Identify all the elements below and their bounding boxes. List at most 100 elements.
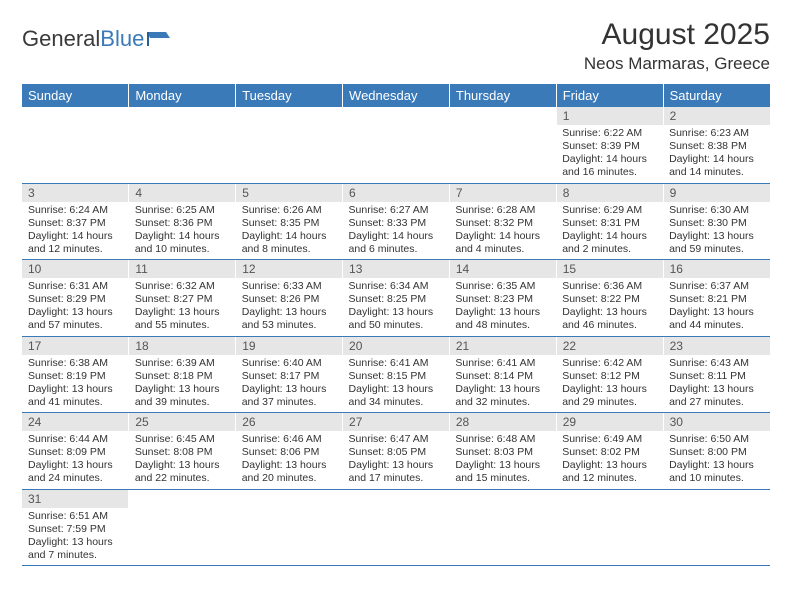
- day-number: 10: [22, 260, 129, 279]
- detail-line: Sunset: 8:02 PM: [562, 446, 657, 459]
- day-number: 14: [449, 260, 556, 279]
- detail-row: Sunrise: 6:22 AMSunset: 8:39 PMDaylight:…: [22, 125, 770, 183]
- detail-line: Sunrise: 6:31 AM: [28, 280, 123, 293]
- day-detail: Sunrise: 6:28 AMSunset: 8:32 PMDaylight:…: [449, 202, 556, 260]
- detail-line: Daylight: 13 hours: [562, 306, 657, 319]
- detail-row: Sunrise: 6:24 AMSunset: 8:37 PMDaylight:…: [22, 202, 770, 260]
- detail-line: Sunset: 8:14 PM: [455, 370, 550, 383]
- detail-line: Sunrise: 6:30 AM: [669, 204, 764, 217]
- day-number: 6: [343, 183, 450, 202]
- day-number: 27: [343, 413, 450, 432]
- detail-line: Daylight: 13 hours: [28, 383, 123, 396]
- day-detail: Sunrise: 6:38 AMSunset: 8:19 PMDaylight:…: [22, 355, 129, 413]
- logo-text-2: Blue: [100, 26, 144, 52]
- detail-line: Sunset: 8:05 PM: [349, 446, 444, 459]
- day-detail: Sunrise: 6:29 AMSunset: 8:31 PMDaylight:…: [556, 202, 663, 260]
- day-detail: Sunrise: 6:47 AMSunset: 8:05 PMDaylight:…: [343, 431, 450, 489]
- detail-line: Daylight: 14 hours: [562, 153, 657, 166]
- detail-line: Sunset: 8:25 PM: [349, 293, 444, 306]
- detail-line: and 37 minutes.: [242, 396, 337, 409]
- detail-line: Sunrise: 6:26 AM: [242, 204, 337, 217]
- day-header: Sunday: [22, 84, 129, 107]
- detail-line: Sunset: 8:30 PM: [669, 217, 764, 230]
- day-detail: [22, 125, 129, 183]
- day-detail: Sunrise: 6:41 AMSunset: 8:15 PMDaylight:…: [343, 355, 450, 413]
- day-detail: Sunrise: 6:22 AMSunset: 8:39 PMDaylight:…: [556, 125, 663, 183]
- detail-line: and 41 minutes.: [28, 396, 123, 409]
- detail-line: Sunrise: 6:43 AM: [669, 357, 764, 370]
- detail-line: Sunset: 8:12 PM: [562, 370, 657, 383]
- detail-line: Sunrise: 6:29 AM: [562, 204, 657, 217]
- day-detail: [343, 125, 450, 183]
- day-detail: Sunrise: 6:44 AMSunset: 8:09 PMDaylight:…: [22, 431, 129, 489]
- day-number: [343, 489, 450, 508]
- detail-line: Daylight: 13 hours: [135, 383, 230, 396]
- day-detail: Sunrise: 6:31 AMSunset: 8:29 PMDaylight:…: [22, 278, 129, 336]
- detail-line: and 39 minutes.: [135, 396, 230, 409]
- daynum-row: 12: [22, 107, 770, 125]
- day-detail: [449, 508, 556, 566]
- detail-line: and 59 minutes.: [669, 243, 764, 256]
- detail-line: and 8 minutes.: [242, 243, 337, 256]
- day-number: 23: [663, 336, 770, 355]
- detail-line: Daylight: 14 hours: [135, 230, 230, 243]
- detail-line: Daylight: 13 hours: [349, 306, 444, 319]
- day-number: 26: [236, 413, 343, 432]
- detail-line: Sunrise: 6:28 AM: [455, 204, 550, 217]
- day-number: 20: [343, 336, 450, 355]
- day-number: 15: [556, 260, 663, 279]
- detail-line: Sunrise: 6:49 AM: [562, 433, 657, 446]
- detail-line: Sunset: 8:26 PM: [242, 293, 337, 306]
- detail-line: Sunrise: 6:42 AM: [562, 357, 657, 370]
- day-number: 13: [343, 260, 450, 279]
- detail-line: and 6 minutes.: [349, 243, 444, 256]
- day-number: [236, 489, 343, 508]
- detail-line: Daylight: 13 hours: [242, 306, 337, 319]
- day-number: 1: [556, 107, 663, 125]
- detail-line: Sunset: 8:03 PM: [455, 446, 550, 459]
- daynum-row: 31: [22, 489, 770, 508]
- day-detail: Sunrise: 6:49 AMSunset: 8:02 PMDaylight:…: [556, 431, 663, 489]
- day-detail: Sunrise: 6:50 AMSunset: 8:00 PMDaylight:…: [663, 431, 770, 489]
- detail-line: Sunrise: 6:47 AM: [349, 433, 444, 446]
- detail-line: and 4 minutes.: [455, 243, 550, 256]
- detail-line: Sunset: 8:18 PM: [135, 370, 230, 383]
- detail-line: Daylight: 14 hours: [455, 230, 550, 243]
- day-number: 3: [22, 183, 129, 202]
- detail-line: Daylight: 13 hours: [562, 459, 657, 472]
- day-number: [129, 107, 236, 125]
- detail-line: and 14 minutes.: [669, 166, 764, 179]
- title-block: August 2025 Neos Marmaras, Greece: [584, 18, 770, 74]
- day-detail: Sunrise: 6:30 AMSunset: 8:30 PMDaylight:…: [663, 202, 770, 260]
- daynum-row: 3456789: [22, 183, 770, 202]
- daynum-row: 24252627282930: [22, 413, 770, 432]
- detail-line: Sunrise: 6:38 AM: [28, 357, 123, 370]
- detail-line: Sunset: 8:36 PM: [135, 217, 230, 230]
- detail-line: and 46 minutes.: [562, 319, 657, 332]
- header: GeneralBlue August 2025 Neos Marmaras, G…: [22, 18, 770, 74]
- detail-line: Sunset: 8:09 PM: [28, 446, 123, 459]
- day-header: Tuesday: [236, 84, 343, 107]
- detail-line: Daylight: 13 hours: [349, 459, 444, 472]
- detail-line: and 48 minutes.: [455, 319, 550, 332]
- day-header: Monday: [129, 84, 236, 107]
- detail-line: Daylight: 13 hours: [135, 306, 230, 319]
- detail-line: and 29 minutes.: [562, 396, 657, 409]
- detail-line: and 24 minutes.: [28, 472, 123, 485]
- detail-line: Daylight: 13 hours: [562, 383, 657, 396]
- day-detail: [129, 508, 236, 566]
- day-number: 19: [236, 336, 343, 355]
- day-number: [129, 489, 236, 508]
- day-detail: Sunrise: 6:51 AMSunset: 7:59 PMDaylight:…: [22, 508, 129, 566]
- day-detail: Sunrise: 6:45 AMSunset: 8:08 PMDaylight:…: [129, 431, 236, 489]
- day-number: [663, 489, 770, 508]
- logo-flag-icon: [146, 30, 172, 48]
- detail-line: Daylight: 13 hours: [669, 230, 764, 243]
- detail-line: and 53 minutes.: [242, 319, 337, 332]
- detail-line: Sunset: 8:17 PM: [242, 370, 337, 383]
- detail-line: Sunrise: 6:35 AM: [455, 280, 550, 293]
- day-number: 18: [129, 336, 236, 355]
- detail-line: and 44 minutes.: [669, 319, 764, 332]
- day-number: [343, 107, 450, 125]
- detail-line: Sunset: 8:33 PM: [349, 217, 444, 230]
